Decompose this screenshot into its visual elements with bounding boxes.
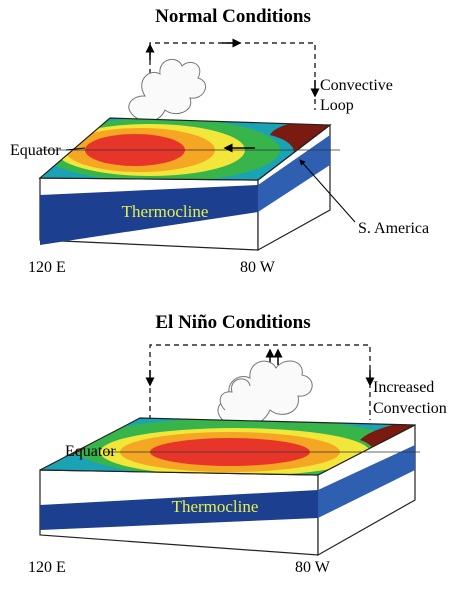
- thermocline-label: Thermocline: [172, 497, 259, 516]
- thermocline-layer: [40, 490, 318, 530]
- cloud: [219, 378, 251, 411]
- equator-label: Equator: [65, 443, 116, 460]
- el-nino-panel: El Niño Conditions Thermocline Equator I…: [28, 312, 447, 576]
- loop-label: Loop: [320, 97, 354, 114]
- east-label: 80 W: [240, 259, 276, 276]
- equator-label: Equator: [10, 142, 61, 159]
- loop-label: Increased: [373, 379, 434, 396]
- thermocline-side: [258, 135, 330, 212]
- east-label: 80 W: [295, 559, 331, 576]
- loop-label: Convective: [320, 77, 393, 94]
- normal-panel: Normal Conditions Thermocline Equator Co…: [10, 6, 429, 276]
- west-label: 120 E: [28, 559, 66, 576]
- thermocline-side: [318, 445, 415, 518]
- convective-loop: [149, 42, 316, 110]
- thermocline-layer: [40, 185, 258, 245]
- leader-line: [299, 159, 356, 223]
- panel-title: Normal Conditions: [155, 6, 311, 27]
- loop-label: Convection: [373, 400, 447, 417]
- west-label: 120 E: [28, 259, 66, 276]
- thermocline-label: Thermocline: [122, 202, 209, 221]
- cloud: [128, 58, 207, 123]
- continent-label: S. America: [358, 220, 429, 237]
- panel-title: El Niño Conditions: [155, 312, 310, 333]
- sea-surface: [40, 418, 415, 475]
- leader-line: [65, 147, 86, 151]
